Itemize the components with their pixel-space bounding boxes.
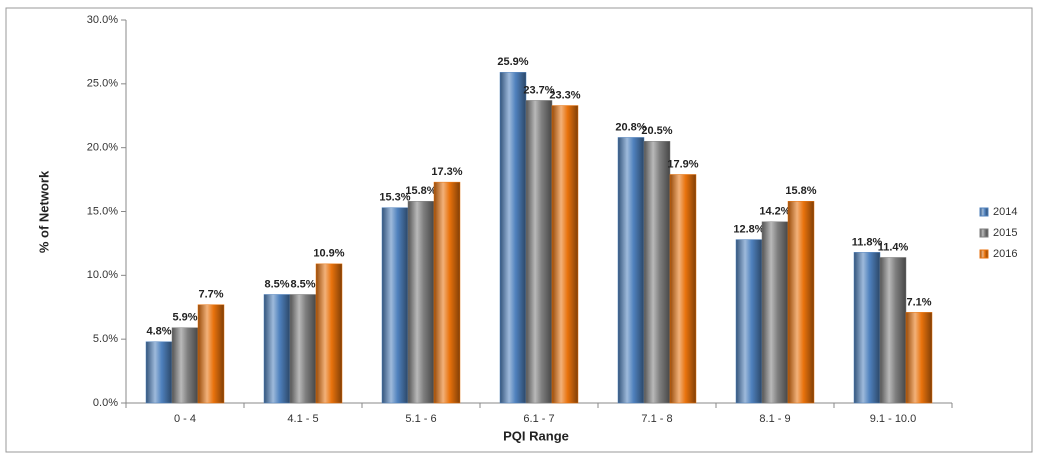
bar [853,252,881,404]
value-label: 11.8% [852,236,883,248]
y-axis-title: % of Network [36,170,51,253]
bar [787,201,815,404]
legend-label: 2014 [993,206,1017,218]
y-tick-label: 20.0% [87,142,118,154]
value-label: 23.3% [549,89,580,101]
bar [735,239,763,404]
y-tick-label: 30.0% [87,14,118,26]
y-tick-label: 15.0% [87,205,118,217]
bar [433,181,461,404]
bar [905,312,933,404]
y-tick-label: 10.0% [87,269,118,281]
bar [643,141,671,404]
y-tick-label: 25.0% [87,78,118,90]
y-tick-label: 0.0% [93,397,118,409]
value-label: 12.8% [733,223,764,235]
bar [551,105,579,404]
bar [525,100,553,404]
x-tick-label: 7.1 - 8 [641,413,672,425]
x-tick-label: 8.1 - 9 [759,413,790,425]
value-label: 10.9% [313,248,344,260]
legend-swatch [979,207,989,217]
bar [761,221,789,404]
bar [617,137,645,404]
x-tick-label: 6.1 - 7 [523,413,554,425]
x-tick-label: 4.1 - 5 [287,413,318,425]
bar [145,341,173,404]
legend-swatch [979,249,989,259]
x-tick-label: 5.1 - 6 [405,413,436,425]
legend-label: 2015 [993,227,1017,239]
value-label: 25.9% [497,56,528,68]
bar [263,294,291,404]
x-tick-label: 0 - 4 [174,413,196,425]
value-label: 15.3% [379,192,410,204]
value-label: 4.8% [146,326,171,338]
bar [171,327,199,404]
value-label: 15.8% [405,185,436,197]
value-label: 5.9% [172,312,197,324]
value-label: 14.2% [759,206,790,218]
value-label: 8.5% [264,278,289,290]
value-label: 20.5% [641,125,672,137]
value-label: 23.7% [523,84,554,96]
value-label: 17.9% [667,158,698,170]
bar [289,294,317,404]
value-label: 11.4% [878,241,909,253]
x-axis-title: PQI Range [503,428,569,443]
bar [197,304,225,404]
bar [407,201,435,404]
value-label: 8.5% [290,278,315,290]
value-label: 17.3% [431,166,462,178]
value-label: 15.8% [785,185,816,197]
y-tick-label: 5.0% [93,333,118,345]
bar [499,72,527,404]
bar [315,263,343,404]
value-label: 20.8% [615,121,646,133]
legend-label: 2016 [993,248,1017,260]
chart-border [5,7,1033,453]
value-label: 7.7% [198,289,223,301]
legend-swatch [979,228,989,238]
bar [381,207,409,404]
x-tick-label: 9.1 - 10.0 [870,413,916,425]
bar [879,257,907,404]
bar [669,174,697,404]
value-label: 7.1% [906,296,931,308]
